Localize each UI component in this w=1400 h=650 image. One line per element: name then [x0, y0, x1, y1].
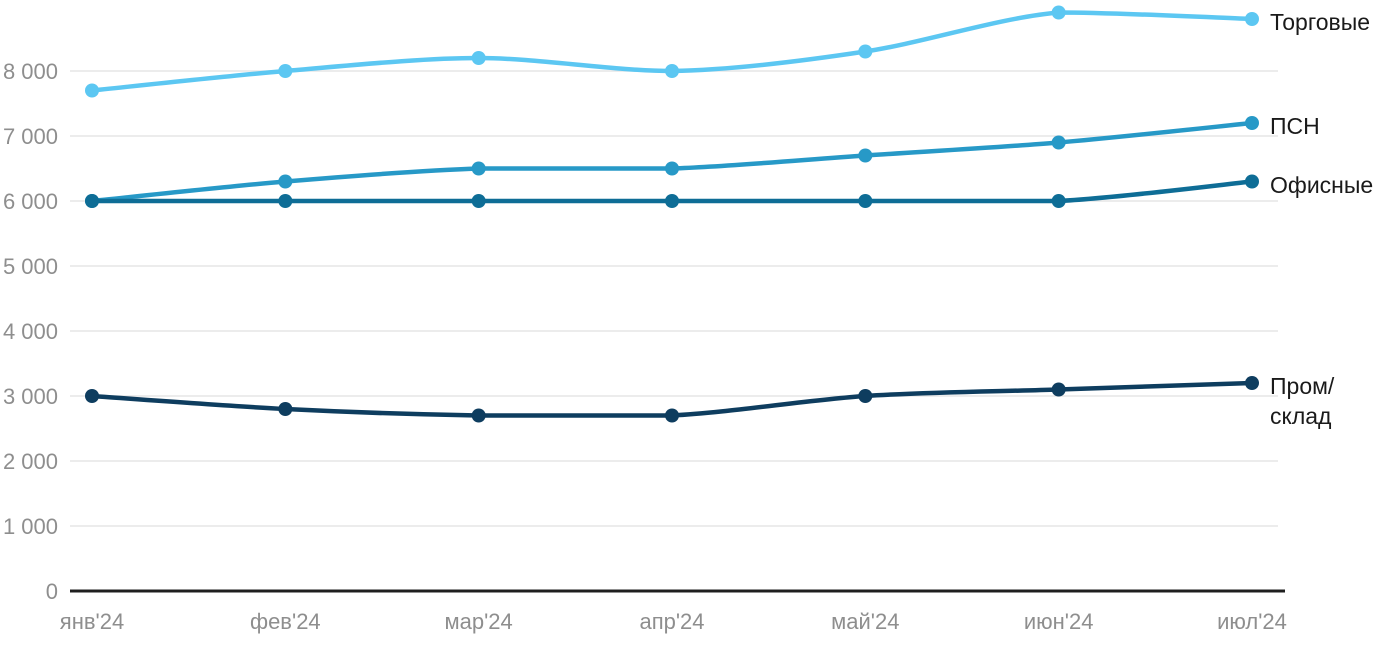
x-tick-label: фев'24: [250, 609, 321, 634]
x-axis-tick-labels: янв'24 фев'24 мар'24 апр'24 май'24 июн'24 июл'…: [60, 609, 1287, 634]
data-point: [1245, 376, 1259, 390]
data-point: [1051, 382, 1066, 397]
data-point: [278, 402, 293, 416]
data-point: [1245, 12, 1259, 26]
data-point: [471, 161, 486, 176]
data-point: [471, 408, 486, 423]
data-point: [858, 389, 873, 403]
data-point: [665, 408, 679, 423]
series-Пром/склад: [85, 376, 1259, 423]
data-point: [665, 194, 679, 208]
x-tick-label: май'24: [831, 609, 899, 634]
data-point: [85, 389, 99, 403]
data-point: [471, 51, 486, 65]
y-tick-label: 6 000: [3, 189, 58, 214]
series-line: [89, 10, 1255, 93]
x-tick-label: апр'24: [639, 609, 704, 634]
data-point: [85, 194, 99, 208]
y-tick-label: 3 000: [3, 384, 58, 409]
y-axis-tick-labels: 0 1 000 2 000 3 000 4 000 5 000 6 000 7 000 8 00…: [3, 59, 58, 604]
data-point: [665, 64, 679, 78]
x-tick-label: мар'24: [445, 609, 513, 634]
data-point: [858, 194, 873, 208]
data-point: [278, 194, 293, 208]
data-point: [85, 83, 99, 98]
data-point: [858, 44, 873, 59]
data-point: [278, 64, 293, 78]
data-point: [1051, 135, 1066, 150]
y-tick-label: 4 000: [3, 319, 58, 344]
x-tick-label: янв'24: [60, 609, 124, 634]
y-tick-label: 2 000: [3, 449, 58, 474]
y-tick-label: 8 000: [3, 59, 58, 84]
data-point: [1245, 116, 1259, 130]
y-tick-label: 7 000: [3, 124, 58, 149]
series-Торговые: [85, 5, 1259, 98]
gridlines: [70, 70, 1285, 593]
x-tick-label: июн'24: [1024, 609, 1094, 634]
data-point: [1051, 5, 1066, 20]
y-tick-label: 0: [46, 579, 58, 604]
data-point: [665, 161, 679, 176]
data-point: [278, 174, 293, 189]
data-point: [1051, 194, 1066, 208]
data-point: [1245, 174, 1259, 189]
y-tick-label: 5 000: [3, 254, 58, 279]
data-point: [858, 148, 873, 163]
data-point: [471, 194, 486, 208]
y-tick-label: 1 000: [3, 514, 58, 539]
x-tick-label: июл'24: [1217, 609, 1287, 634]
series-Офисные: [85, 174, 1259, 208]
